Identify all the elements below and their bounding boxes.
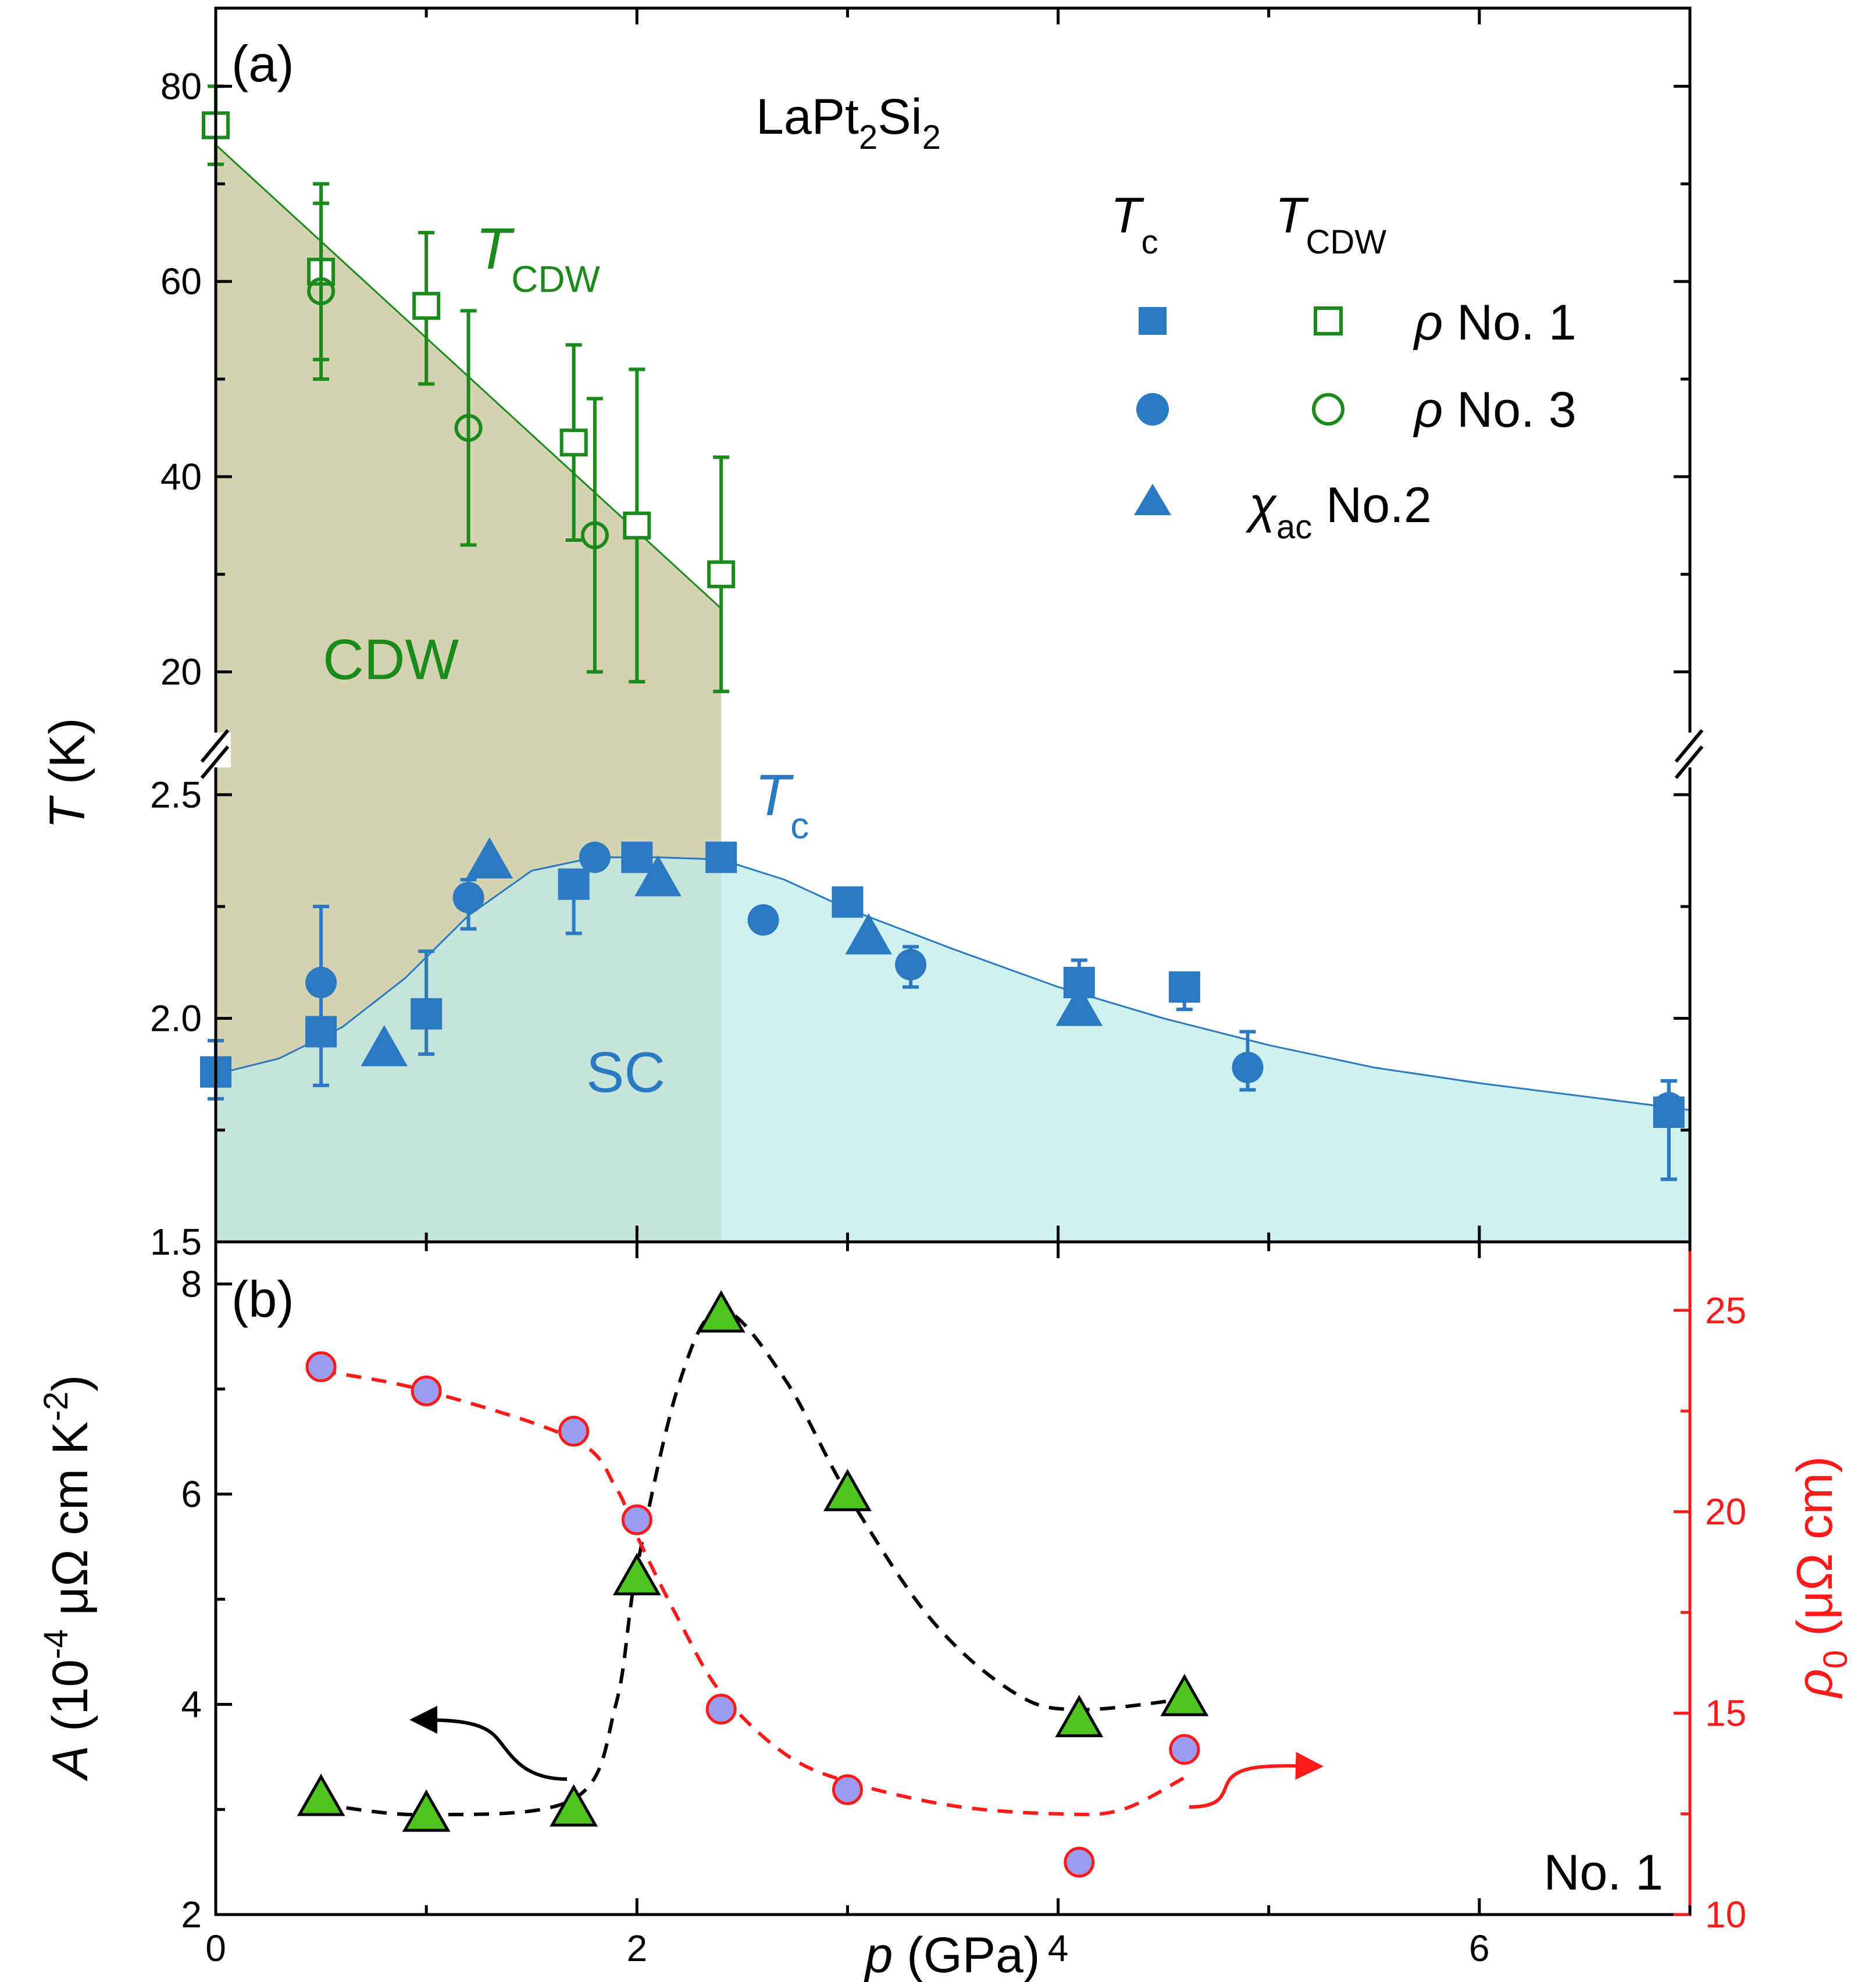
a-coefficient-point xyxy=(297,1773,345,1816)
rho0-point xyxy=(411,1375,442,1406)
t-cdw-rho-no-1-point xyxy=(412,292,441,320)
tc-rho-no-1-point xyxy=(1168,971,1200,1003)
right-axis-arrow xyxy=(1189,1752,1324,1809)
y-axis-label-a: A (10-4 μΩ cm K-2) xyxy=(37,1375,98,1782)
y-tick-label: 2.5 xyxy=(150,774,202,816)
legend-header-tcdw: TCDW xyxy=(1275,188,1386,261)
cdw-sc-overlap-region xyxy=(216,857,722,1242)
tc-curve-label: Tc xyxy=(755,763,809,847)
a-coefficient-point xyxy=(823,1469,872,1512)
y-tick-label: 1.5 xyxy=(150,1221,202,1263)
rho0-point xyxy=(1169,1734,1200,1765)
tc-rho-no-1-point xyxy=(411,998,443,1030)
axis-break-marks xyxy=(200,729,1705,779)
t-cdw-rho-no-1-point xyxy=(623,511,651,540)
tc-rho-no-3-point xyxy=(1653,1092,1685,1124)
right-y-tick-label: 10 xyxy=(1705,1894,1746,1935)
right-y-tick-label: 25 xyxy=(1705,1290,1746,1331)
legend-marker-filled-square xyxy=(1139,307,1167,335)
panel-a-data-points xyxy=(200,84,1685,1181)
y-tick-label: 6 xyxy=(181,1473,202,1515)
rho0-point xyxy=(832,1774,863,1805)
a-coefficient-point xyxy=(1160,1673,1209,1716)
legend: Tc TCDW ρ No. 1 ρ No. 3 χac No.2 xyxy=(1111,188,1577,546)
x-tick-label: 4 xyxy=(1048,1927,1069,1969)
t-cdw-rho-no-3-point xyxy=(307,277,336,305)
t-cdw-rho-no-3-point xyxy=(454,413,483,442)
tc-chi-ac-no-2-point xyxy=(466,837,513,878)
tc-chi-ac-no-2-point xyxy=(1055,984,1103,1026)
tc-rho-no-1-point xyxy=(621,841,653,873)
tc-rho-no-3-point xyxy=(452,881,484,913)
t-cdw-rho-no-1-point xyxy=(559,428,588,457)
legend-marker-filled-circle xyxy=(1136,393,1169,426)
rho0-guide-dashed-line xyxy=(320,1369,1186,1816)
right-y-tick-label: 15 xyxy=(1705,1692,1746,1734)
rho0-point xyxy=(558,1416,590,1447)
rho0-point xyxy=(305,1351,337,1383)
panel-b-label: (b) xyxy=(231,1270,294,1328)
y-tick-label: 2.0 xyxy=(150,997,202,1039)
tc-rho-no-3-point xyxy=(747,904,779,936)
a-coefficient-point xyxy=(402,1789,451,1832)
rho0-point xyxy=(621,1504,652,1535)
legend-label-rho-no3: ρ No. 3 xyxy=(1413,382,1577,438)
a-coefficient-point xyxy=(550,1784,598,1827)
a-coefficient-point xyxy=(612,1553,661,1595)
cdw-region-label: CDW xyxy=(323,627,459,691)
panel-b-data-points xyxy=(297,1290,1209,1878)
y-tick-label: 40 xyxy=(161,456,202,498)
sample-label: No. 1 xyxy=(1543,1845,1663,1901)
y-tick-label: 2 xyxy=(181,1894,202,1935)
legend-marker-open-circle xyxy=(1312,393,1344,426)
y-axis-label-t: T (K) xyxy=(40,717,95,828)
panel-a-label: (a) xyxy=(231,35,294,92)
tc-rho-no-1-point xyxy=(558,868,590,900)
tcdw-curve-label: TCDW xyxy=(476,216,601,300)
a-coefficient-point xyxy=(697,1290,746,1333)
x-tick-label: 6 xyxy=(1469,1927,1490,1969)
a-coefficient-point xyxy=(1055,1695,1104,1737)
tc-rho-no-3-point xyxy=(305,966,337,998)
left-axis-arrow xyxy=(409,1706,568,1781)
x-axis-label: p (GPa) xyxy=(863,1927,1040,1982)
y-tick-label: 60 xyxy=(161,260,202,302)
legend-label-rho-no1: ρ No. 1 xyxy=(1413,295,1577,351)
chart-title: LaPt2Si2 xyxy=(756,89,941,156)
y-tick-label: 80 xyxy=(161,65,202,107)
tc-chi-ac-no-2-point xyxy=(845,913,892,955)
tc-rho-no-1-point xyxy=(832,886,864,918)
tc-rho-no-3-point xyxy=(579,841,611,873)
legend-header-tc: Tc xyxy=(1111,188,1158,261)
tc-fit-curve xyxy=(215,856,1690,1111)
legend-marker-open-square xyxy=(1314,306,1343,335)
y-tick-label: 8 xyxy=(181,1263,202,1305)
t-cdw-rho-no-3-point xyxy=(580,521,609,549)
y-tick-label: 20 xyxy=(161,651,202,693)
legend-marker-filled-triangle xyxy=(1134,484,1171,515)
y-axis-label-rho0: ρ0 (μΩ cm) xyxy=(1787,1456,1854,1699)
tc-chi-ac-no-2-point xyxy=(361,1025,408,1066)
t-cdw-rho-no-1-point xyxy=(707,560,736,588)
tc-rho-no-1-point xyxy=(305,1016,337,1048)
tc-chi-ac-no-2-point xyxy=(634,855,682,897)
y-tick-label: 4 xyxy=(181,1683,202,1725)
x-tick-label: 2 xyxy=(626,1927,647,1969)
a-guide-dashed-line xyxy=(320,1308,1185,1817)
tc-rho-no-3-point xyxy=(1232,1052,1264,1084)
x-tick-label: 0 xyxy=(205,1927,226,1969)
tc-rho-no-1-point xyxy=(705,841,737,873)
rho0-point xyxy=(1064,1847,1095,1878)
right-y-tick-label: 20 xyxy=(1705,1491,1746,1533)
legend-label-chiac-no2: χac No.2 xyxy=(1245,477,1432,546)
sc-region-label: SC xyxy=(586,1040,665,1104)
rho0-point xyxy=(705,1694,737,1725)
panel-a-regions xyxy=(216,145,1690,1242)
tc-rho-no-3-point xyxy=(895,949,927,981)
